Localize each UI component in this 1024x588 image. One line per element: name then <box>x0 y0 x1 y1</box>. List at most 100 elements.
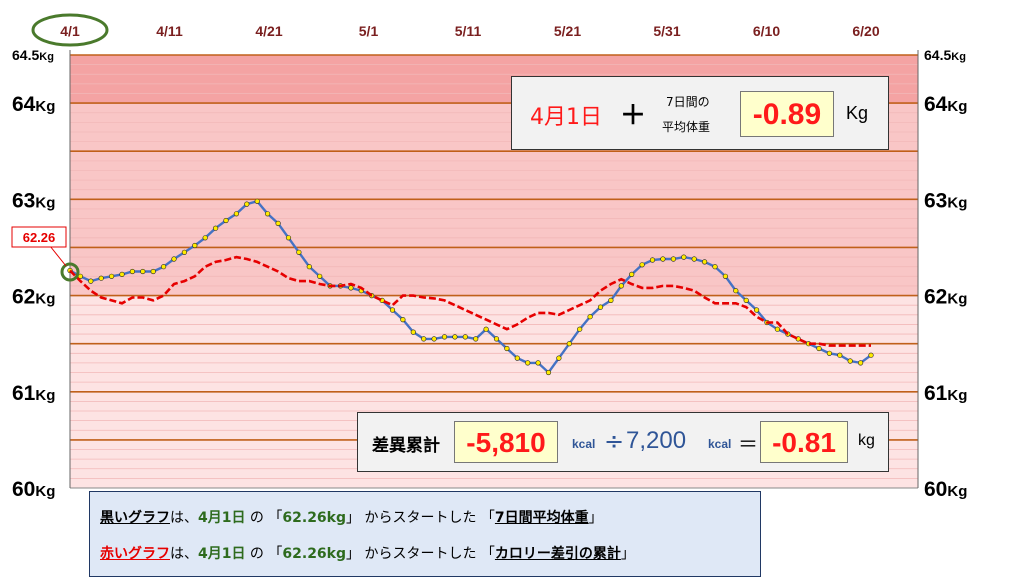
note1-text-b: の 「 <box>245 510 283 526</box>
series-point-black-graph <box>535 360 541 366</box>
series-point-black-graph <box>639 262 645 268</box>
cumulative-label: 差異累計 <box>372 436 440 456</box>
y-tick-label-left: 60Kg <box>12 478 55 501</box>
series-point-black-graph <box>140 268 146 275</box>
series-point-black-graph <box>733 288 739 294</box>
series-point-black-graph <box>150 268 156 275</box>
series-point-black-graph <box>618 283 624 289</box>
start-callout-box <box>11 226 67 248</box>
y-tick-label-left: 63Kg <box>12 189 55 212</box>
series-point-black-graph <box>722 273 729 279</box>
avg-label-line2: 平均体重 <box>662 120 711 134</box>
series-line-red-graph <box>69 255 871 347</box>
red-graph-label: 赤いグラフ <box>100 546 170 562</box>
series-point-black-graph <box>400 317 406 323</box>
start-callout-label: 62.26 <box>23 230 56 245</box>
note2-weight: 62.26kg <box>282 546 347 562</box>
series-point-black-graph <box>608 297 614 304</box>
series-group <box>67 198 874 376</box>
note1-text-d: 」 <box>588 510 603 526</box>
series-point-black-graph <box>774 326 781 332</box>
start-date-text: 4月1日 <box>530 105 602 130</box>
series-point-black-graph <box>98 275 104 281</box>
series-point-black-graph <box>649 257 656 263</box>
cumulative-value: -5,810 <box>454 421 558 463</box>
x-tick-label: 6/10 <box>753 23 780 39</box>
x-tick-label: 5/21 <box>554 23 581 39</box>
divisor-value: 7,200 <box>626 427 687 454</box>
series-point-black-graph <box>691 256 697 262</box>
x-tick-label: 4/11 <box>156 23 183 39</box>
note1-metric: 7日間平均体重 <box>494 510 589 526</box>
series-point-black-graph <box>119 271 125 278</box>
series-point-black-graph <box>525 360 531 366</box>
series-point-black-graph <box>826 350 833 356</box>
plus-sign: ＋ <box>620 101 647 131</box>
avg-label-line1: 7日間の <box>666 95 710 109</box>
series-point-black-graph <box>254 198 260 204</box>
note2-metric: カロリー差引の累計 <box>494 546 621 562</box>
avg-diff-value: -0.89 <box>740 91 834 137</box>
x-axis-ticks: 4/1 4/11 4/21 5/1 5/11 5/21 5/31 6/10 6/20 <box>60 23 880 39</box>
x-tick-label: 6/20 <box>852 23 879 39</box>
series-point-black-graph <box>868 352 874 358</box>
series-point-black-graph <box>223 217 229 224</box>
x-tick-label: 5/11 <box>455 23 482 39</box>
start-callout-line <box>49 245 67 267</box>
note1-weight: 62.26kg <box>282 510 347 526</box>
start-point-circle <box>60 262 80 282</box>
x-tick-label: 5/1 <box>359 23 379 39</box>
result-value: -0.81 <box>760 421 848 463</box>
series-point-black-graph <box>473 336 479 342</box>
series-point-black-graph <box>348 285 354 291</box>
series-point-black-graph <box>296 249 302 255</box>
series-point-black-graph <box>244 201 250 207</box>
x-tick-label: 4/1 <box>60 23 80 39</box>
divide-sign: ÷ <box>604 427 625 455</box>
series-point-black-graph <box>566 341 572 347</box>
y-tick-label-right: 62Kg <box>924 286 967 309</box>
info-box-top: 4月1日 ＋ 7日間の 平均体重 -0.89 Kg <box>511 76 889 150</box>
series-point-black-graph <box>88 278 94 284</box>
note2-date: 4月1日 <box>198 546 246 562</box>
series-point-black-graph <box>743 297 749 304</box>
start-date-circle <box>31 13 109 47</box>
series-point-black-graph <box>161 264 167 270</box>
y-tick-label-right: 64.5Kg <box>924 47 966 63</box>
series-point-black-graph <box>421 336 427 342</box>
series-point-black-graph <box>670 256 677 262</box>
series-point-black-graph <box>514 355 520 361</box>
series-point-black-graph <box>431 336 437 342</box>
note1-text-c: 」 からスタートした 「 <box>346 510 495 526</box>
series-point-black-graph <box>587 314 593 320</box>
series-point-black-graph <box>816 345 822 352</box>
note-line-black: 黒いグラフは、4月1日 の 「62.26kg」 からスタートした 「7日間平均体… <box>100 507 603 527</box>
series-point-black-graph <box>202 235 208 241</box>
avg-diff-unit: Kg <box>846 103 869 123</box>
y-tick-label-left: 64Kg <box>12 93 55 116</box>
series-point-black-graph <box>441 334 448 340</box>
series-point-black-graph <box>545 369 552 376</box>
series-point-black-graph <box>556 355 562 361</box>
kcal-unit-2: kcal <box>708 437 732 451</box>
x-tick-label: 4/21 <box>255 23 282 39</box>
series-point-black-graph <box>837 352 843 358</box>
series-point-black-graph <box>317 273 323 279</box>
series-point-black-graph <box>483 326 489 332</box>
series-point-black-graph <box>275 220 281 226</box>
note2-text-b: の 「 <box>245 546 283 562</box>
y-tick-label-left: 61Kg <box>12 382 55 405</box>
y-axis-ticks: 64.5Kg 64.5Kg 64Kg 64Kg 63Kg 63Kg 62Kg 62Kg 61Kg… <box>12 47 967 501</box>
series-point-black-graph <box>306 264 312 270</box>
y-tick-label-left: 64.5Kg <box>12 47 54 63</box>
series-point-black-graph <box>452 334 458 340</box>
series-point-black-graph <box>129 268 135 275</box>
equals-sign: ＝ <box>738 432 758 456</box>
series-point-black-graph <box>847 358 853 364</box>
series-point-black-graph <box>213 225 219 231</box>
series-point-black-graph <box>857 360 864 366</box>
series-point-black-graph <box>181 249 187 255</box>
y-tick-label-right: 63Kg <box>924 189 967 212</box>
series-point-black-graph <box>629 271 635 278</box>
series-point-black-graph <box>753 307 760 313</box>
